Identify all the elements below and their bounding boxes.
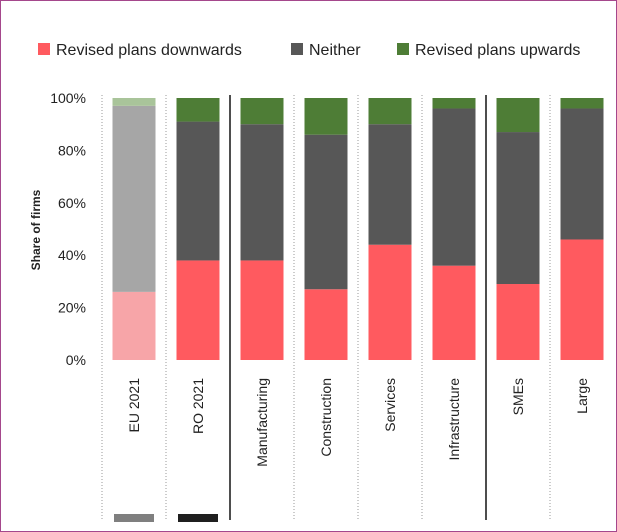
bar-segment-revised-plans-upwards <box>496 98 540 133</box>
bars <box>112 98 604 360</box>
bar-segment-revised-plans-upwards <box>112 98 156 106</box>
bar-segment-revised-plans-downwards <box>240 260 284 360</box>
legend-item-neither: Neither <box>291 42 361 59</box>
y-tick-label: 0% <box>66 352 86 368</box>
swatch-ro-2021 <box>178 514 218 522</box>
y-tick-label: 100% <box>50 90 86 106</box>
x-tick-label: SMEs <box>510 378 526 415</box>
x-tick-label: Large <box>574 378 590 414</box>
bar-stack-smes <box>496 98 540 360</box>
y-tick-label: 60% <box>58 195 86 211</box>
bar-stack-large <box>560 98 604 360</box>
bar-segment-neither <box>304 134 348 290</box>
y-axis-label: Share of firms <box>29 189 43 270</box>
bar-segment-neither <box>432 108 476 266</box>
bar-segment-neither <box>112 105 156 292</box>
legend-item-revised-plans-upwards: Revised plans upwards <box>397 42 580 59</box>
bar-stack-ro-2021 <box>176 98 220 360</box>
bar-segment-revised-plans-downwards <box>176 260 220 360</box>
bar-segment-revised-plans-downwards <box>304 289 348 360</box>
bar-stack-manufacturing <box>240 98 284 360</box>
bar-segment-neither <box>240 124 284 261</box>
bar-stack-infrastructure <box>432 98 476 360</box>
x-axis-tick-labels: EU 2021 RO 2021 Manufacturing Construction S… <box>126 378 590 467</box>
bar-segment-revised-plans-upwards <box>560 98 604 109</box>
legend-label: Neither <box>309 42 361 59</box>
bar-segment-revised-plans-downwards <box>432 265 476 360</box>
bottom-swatches <box>114 514 218 522</box>
legend-label: Revised plans upwards <box>415 42 580 59</box>
bar-segment-revised-plans-downwards <box>560 239 604 360</box>
bar-segment-neither <box>176 121 220 261</box>
y-axis: 0% 20% 40% 60% 80% 100% <box>50 90 86 368</box>
bar-segment-revised-plans-downwards <box>496 284 540 360</box>
bar-segment-neither <box>368 124 412 245</box>
bar-segment-neither <box>496 132 540 285</box>
bar-segment-revised-plans-upwards <box>368 98 412 125</box>
y-tick-label: 40% <box>58 247 86 263</box>
category-dividers <box>101 95 551 520</box>
bar-segment-revised-plans-upwards <box>304 98 348 135</box>
x-tick-label: RO 2021 <box>190 378 206 434</box>
bar-stack-eu-2021 <box>112 98 156 360</box>
y-tick-label: 20% <box>58 300 86 316</box>
bar-segment-revised-plans-downwards <box>112 291 156 360</box>
bar-stack-construction <box>304 98 348 360</box>
bar-stack-services <box>368 98 412 360</box>
legend-swatch <box>38 43 50 55</box>
x-tick-label: EU 2021 <box>126 378 142 433</box>
bar-segment-revised-plans-upwards <box>240 98 284 125</box>
legend: Revised plans downwards Neither Revised pl… <box>38 42 580 59</box>
x-tick-label: Construction <box>318 378 334 457</box>
legend-swatch <box>397 43 409 55</box>
legend-label: Revised plans downwards <box>56 42 242 59</box>
x-tick-label: Manufacturing <box>254 378 270 467</box>
legend-swatch <box>291 43 303 55</box>
y-tick-label: 80% <box>58 142 86 158</box>
legend-item-revised-plans-downwards: Revised plans downwards <box>38 42 242 59</box>
swatch-eu-2021 <box>114 514 154 522</box>
x-tick-label: Infrastructure <box>446 378 462 461</box>
bar-segment-neither <box>560 108 604 240</box>
bar-segment-revised-plans-upwards <box>176 98 220 122</box>
x-tick-label: Services <box>382 378 398 432</box>
bar-segment-revised-plans-downwards <box>368 244 412 360</box>
bar-segment-revised-plans-upwards <box>432 98 476 109</box>
